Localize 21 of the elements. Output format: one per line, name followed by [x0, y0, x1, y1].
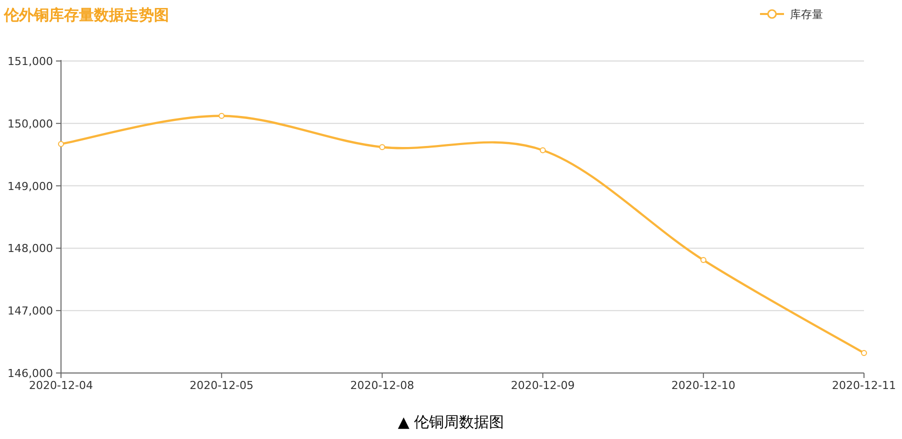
- point: [58, 140, 64, 147]
- y-tick-label: 151,000: [8, 55, 53, 68]
- y-tick-label: 149,000: [8, 180, 53, 193]
- point: [700, 257, 706, 264]
- x-tick-label: 2020-12-09: [510, 379, 575, 392]
- point: [861, 350, 867, 356]
- x-tick-label: 2020-12-10: [671, 379, 736, 392]
- x-tick-label: 2020-12-05: [190, 379, 254, 392]
- point: [218, 112, 225, 119]
- x-tick-label: 2020-12-08: [350, 379, 414, 392]
- x-tick-label: 2020-12-04: [29, 379, 93, 392]
- text: ▲ 伦铜周数据图: [398, 413, 504, 431]
- x-tick-label: 2020-12-11: [832, 379, 896, 392]
- y-tick-label: 146,000: [8, 367, 53, 380]
- y-tick-label: 147,000: [8, 304, 53, 318]
- legend-label: 库存量: [790, 8, 823, 21]
- point: [540, 147, 546, 154]
- chart-title: 伦外铜库存量数据走势图: [3, 6, 169, 24]
- y-tick-label: 150,000: [8, 117, 53, 130]
- point: [379, 144, 386, 150]
- y-tick-label: 148,000: [8, 242, 53, 256]
